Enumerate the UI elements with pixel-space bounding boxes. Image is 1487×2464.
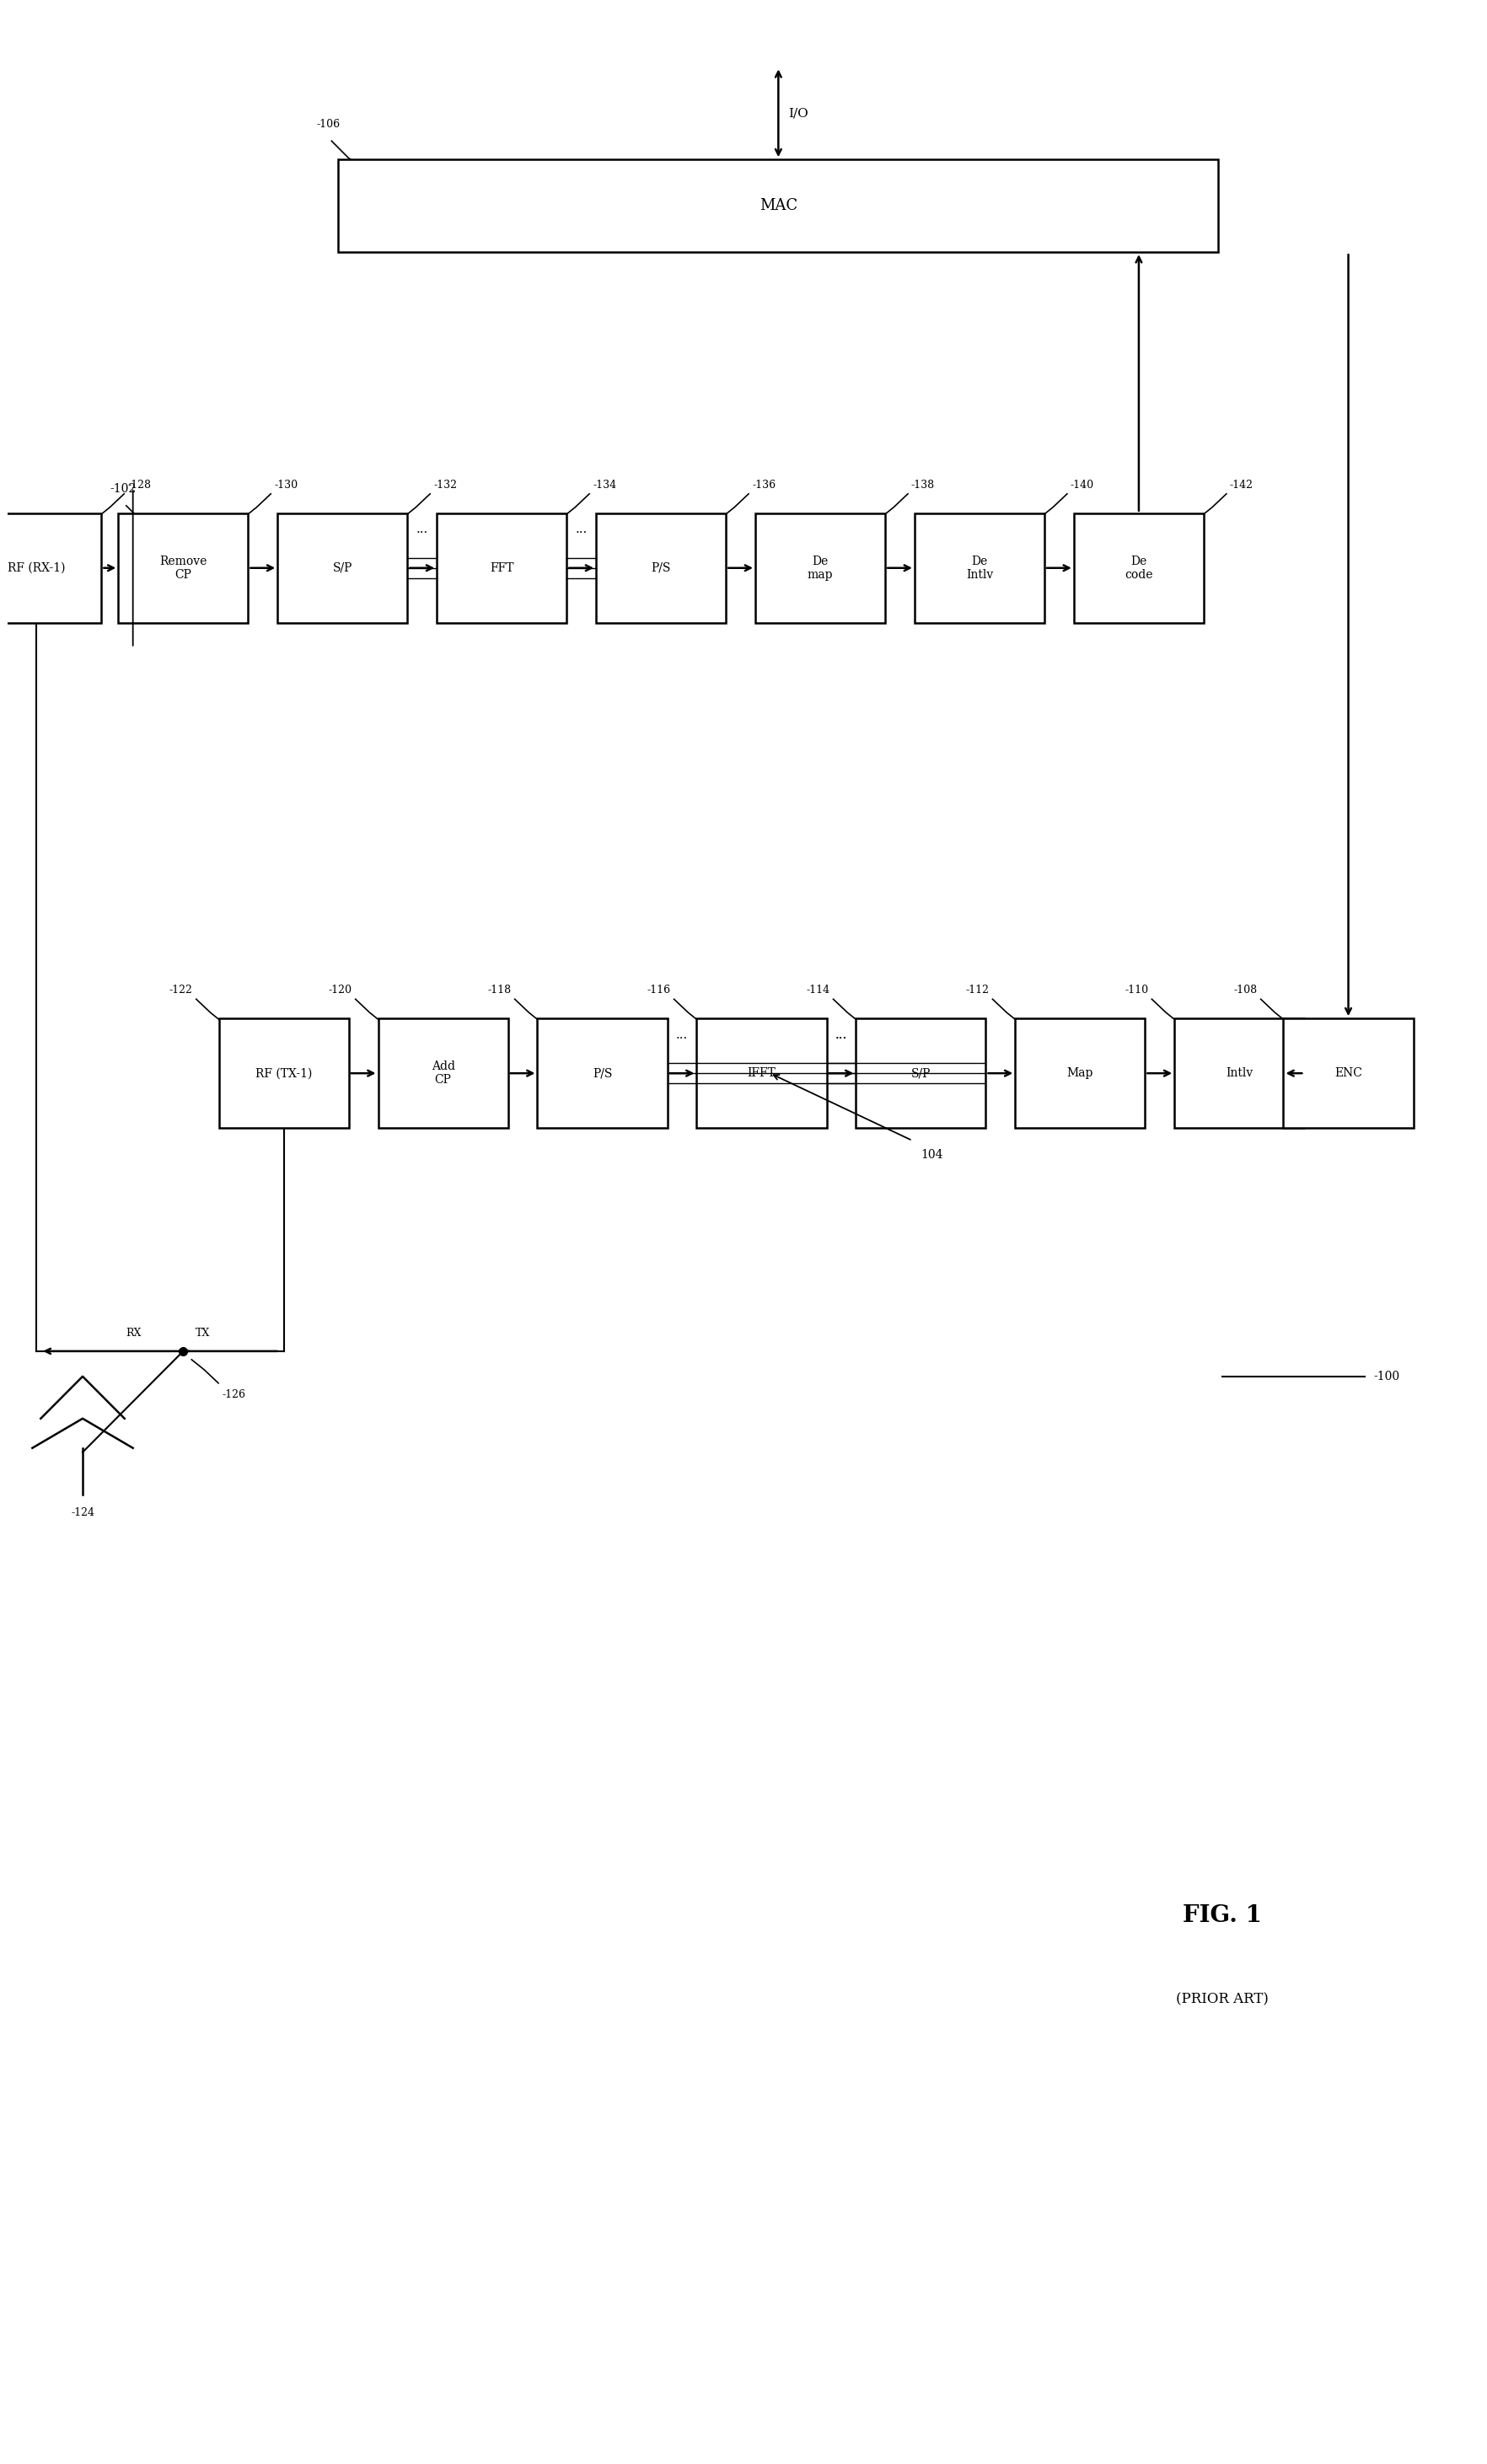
Text: FFT: FFT [489,562,513,574]
Text: I/O: I/O [788,108,809,118]
Text: -100: -100 [1374,1370,1399,1382]
Text: RX: RX [126,1328,141,1338]
Bar [378,1018,509,1129]
Text: Remove
CP: Remove CP [159,554,207,582]
Text: -120: -120 [329,986,352,995]
Text: -136: -136 [752,480,776,490]
Text: P/S: P/S [651,562,671,574]
Text: -118: -118 [488,986,512,995]
Bar [755,513,885,623]
Text: -110: -110 [1124,986,1148,995]
Text: De
code: De code [1124,554,1152,582]
Bar [1016,1018,1145,1129]
Text: -124: -124 [71,1508,94,1518]
Text: -128: -128 [128,480,152,490]
Text: MAC: MAC [760,197,797,214]
Text: (PRIOR ART): (PRIOR ART) [1176,1993,1268,2006]
Bar [1283,1018,1413,1129]
Text: TX: TX [196,1328,210,1338]
Bar [1074,513,1204,623]
Text: -102: -102 [110,483,135,495]
Text: IFFT: IFFT [748,1067,776,1079]
Text: 104: 104 [920,1148,943,1161]
Text: RF (RX-1): RF (RX-1) [7,562,65,574]
Text: ENC: ENC [1334,1067,1362,1079]
Bar [437,513,567,623]
Text: P/S: P/S [592,1067,613,1079]
Text: RF (TX-1): RF (TX-1) [256,1067,312,1079]
Bar [696,1018,827,1129]
Bar [0,513,101,623]
Text: S/P: S/P [333,562,352,574]
Text: Add
CP: Add CP [431,1060,455,1087]
Text: S/P: S/P [912,1067,931,1079]
Text: ...: ... [836,1030,848,1040]
Text: -130: -130 [274,480,297,490]
Text: -122: -122 [170,986,193,995]
Text: -126: -126 [222,1390,245,1400]
Text: -134: -134 [593,480,617,490]
Text: ...: ... [575,525,587,535]
Text: ...: ... [416,525,428,535]
Bar [278,513,407,623]
Text: -142: -142 [1230,480,1254,490]
Text: -116: -116 [647,986,671,995]
Bar [219,1018,349,1129]
Text: De
map: De map [807,554,833,582]
Bar [1175,1018,1304,1129]
Bar [915,513,1044,623]
Text: Map: Map [1066,1067,1093,1079]
Text: -106: -106 [317,118,341,131]
Text: ...: ... [836,1030,848,1040]
Text: -114: -114 [806,986,830,995]
Text: -132: -132 [433,480,457,490]
Text: -108: -108 [1234,986,1258,995]
Bar [857,1018,986,1129]
Text: Intlv: Intlv [1225,1067,1254,1079]
Text: FIG. 1: FIG. 1 [1184,1905,1262,1927]
Bar [119,513,248,623]
Text: -112: -112 [965,986,989,995]
Text: ...: ... [677,1030,688,1040]
Text: -140: -140 [1071,480,1094,490]
Bar [338,160,1218,251]
Text: De
Intlv: De Intlv [967,554,993,582]
Bar [596,513,726,623]
Text: -138: -138 [912,480,935,490]
Bar [537,1018,668,1129]
